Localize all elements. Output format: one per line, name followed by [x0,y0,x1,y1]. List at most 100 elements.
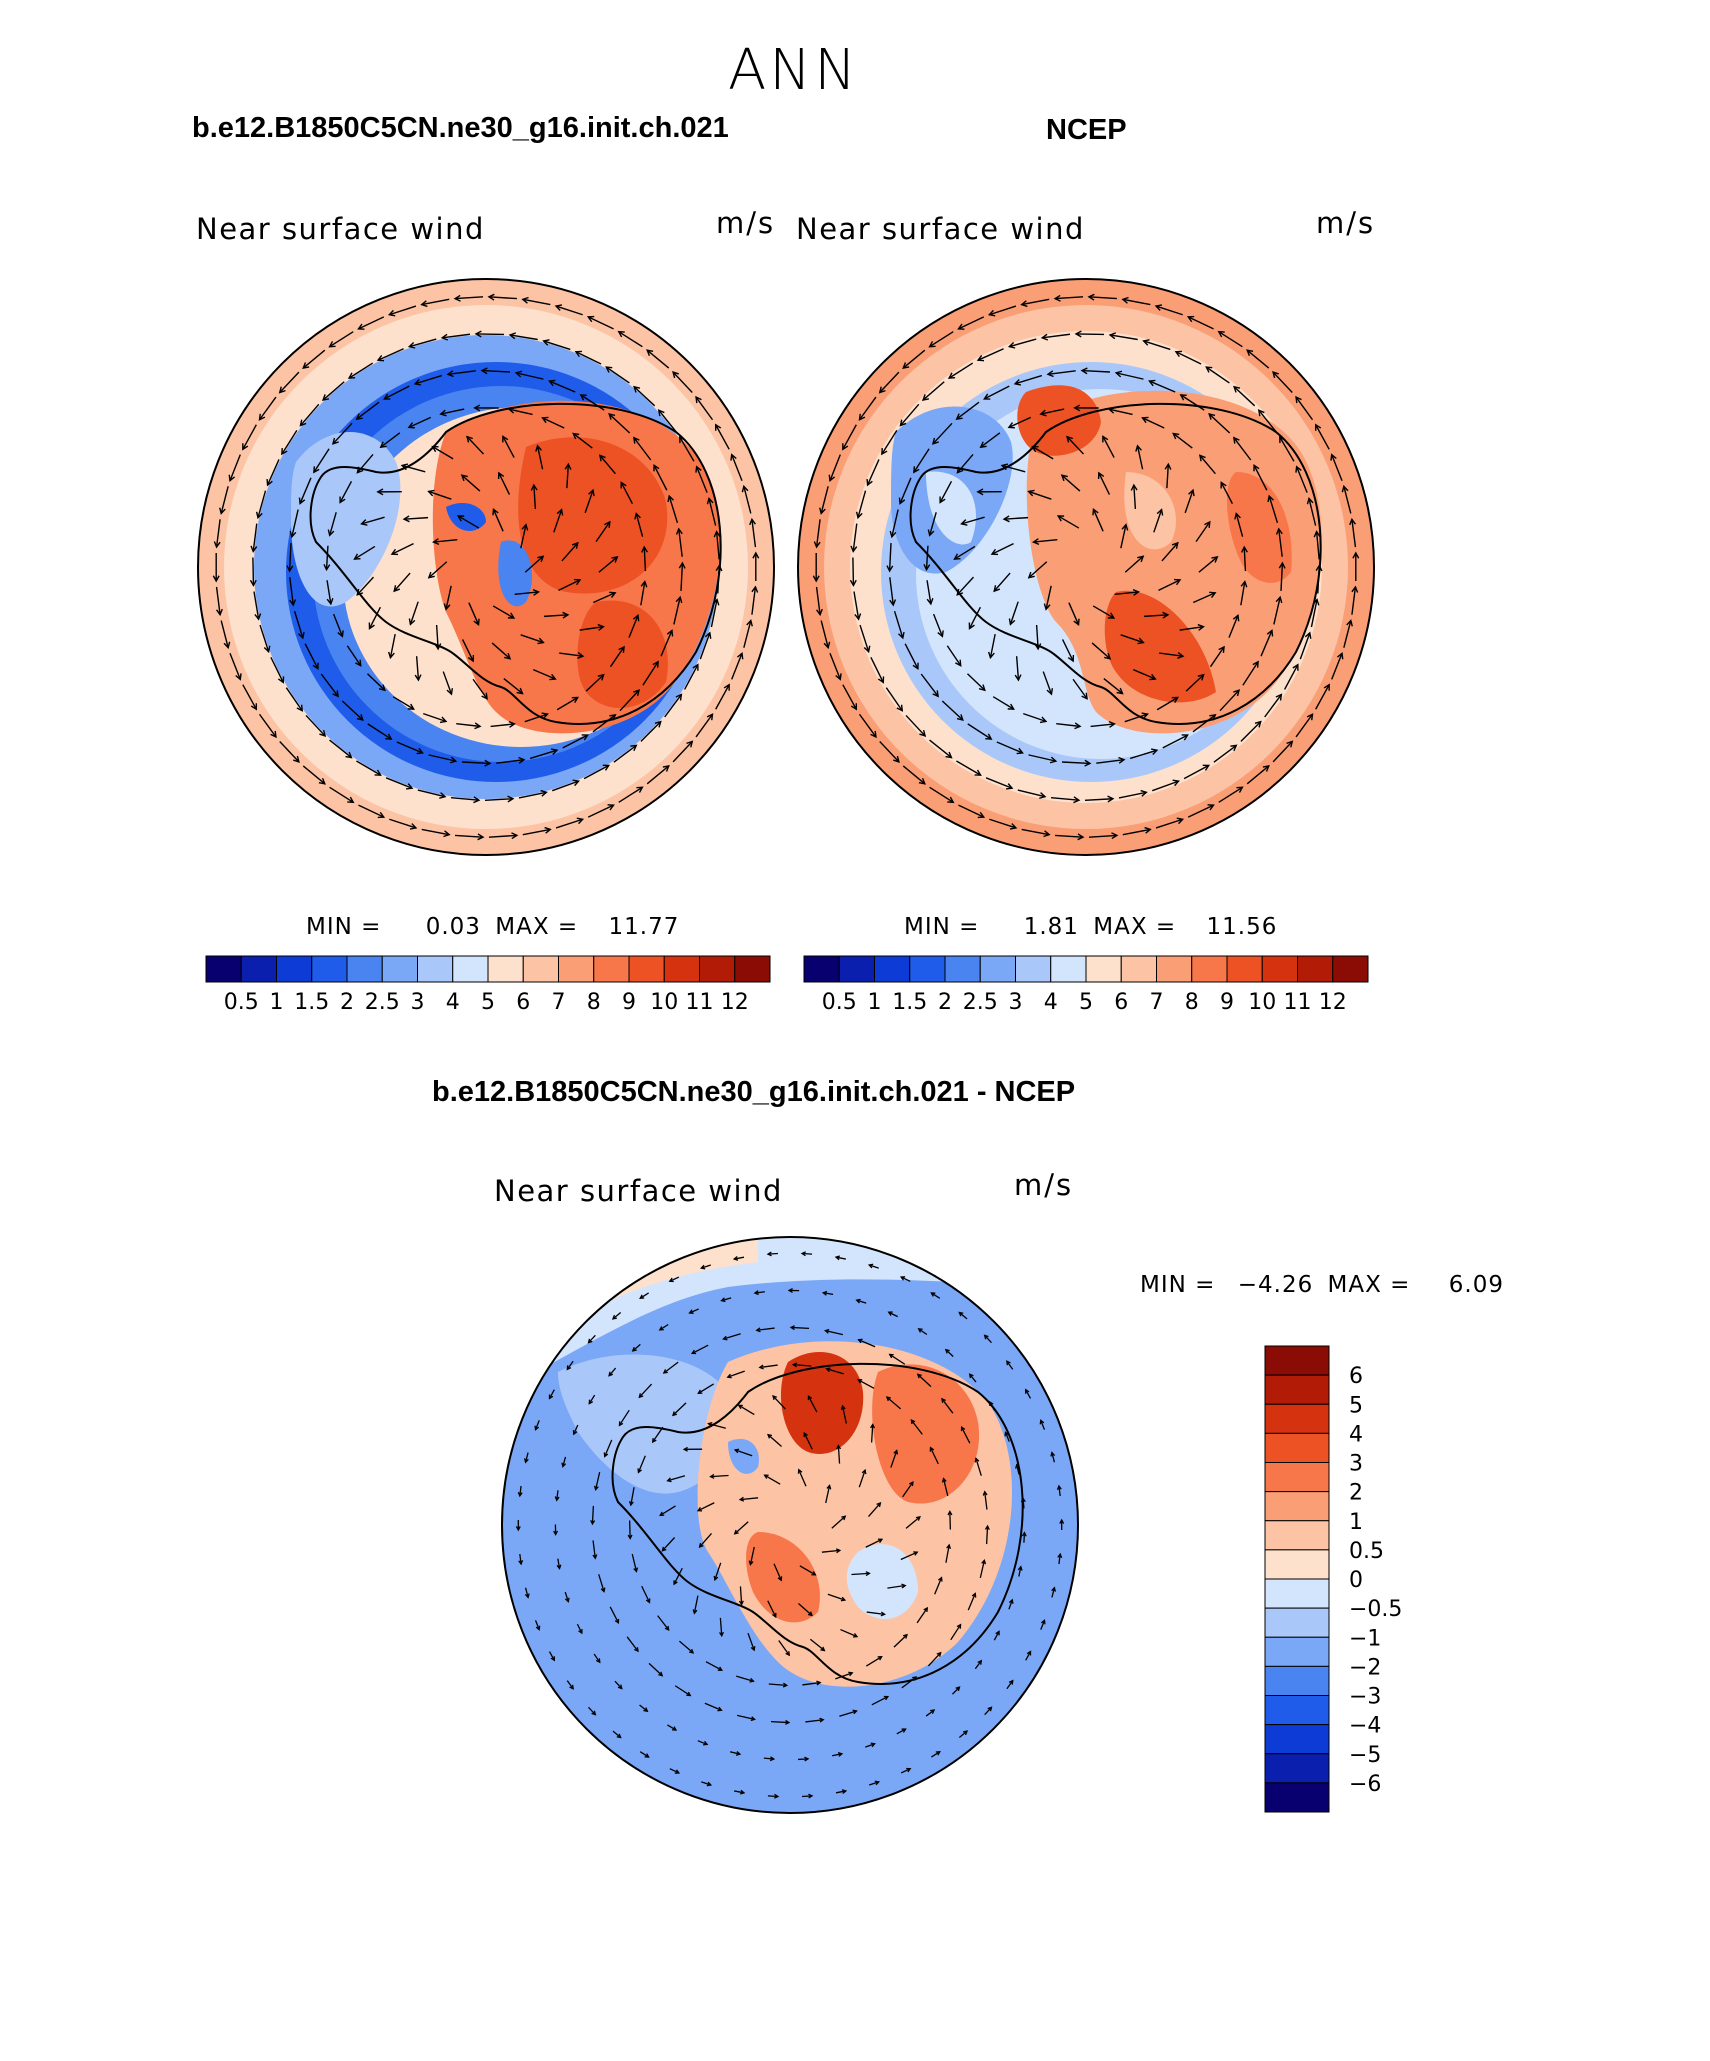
wind-vector-head [912,1676,918,1681]
wind-vector-head [591,1710,597,1716]
wind-vector-head [913,1551,919,1556]
wind-vector [401,464,426,473]
panel2-colorbar-swatch [979,955,1016,983]
wind-vector-head [866,478,873,487]
panel2-min-label: MIN = [904,914,980,940]
wind-vector [524,1452,529,1463]
wind-vector [548,1389,555,1399]
wind-vector-head [713,1575,719,1582]
wind-vector-head [630,744,638,752]
wind-vector-head [1262,765,1270,772]
wind-vector [584,489,594,514]
wind-vector-head [692,1609,698,1615]
wind-vector-head [947,372,956,379]
wind-vector [821,1549,840,1553]
wind-vector-head [357,323,365,330]
panel1-colorbar-tick-label: 9 [622,990,636,1015]
wind-vector [673,597,681,625]
wind-vector [697,1740,708,1746]
wind-vector [522,828,551,836]
wind-vector-head [507,406,516,414]
wind-vector-head [554,1496,560,1502]
panel3-colorbar-swatch [1264,1782,1330,1813]
wind-vector [680,562,684,591]
wind-vector-head [431,445,439,453]
wind-vector-head [1154,304,1163,311]
wind-vector-head [434,643,442,651]
wind-vector-head [1040,333,1049,341]
wind-vector [1205,366,1230,384]
wind-vector [715,424,730,450]
wind-vector [1025,1651,1032,1661]
wind-vector-head [921,394,930,402]
panel2-colorbar-swatch [944,955,981,983]
wind-vector-head [592,1554,598,1560]
wind-vector [1061,639,1074,662]
panel3-colorbar-tick-label: 0.5 [1349,1539,1384,1564]
wind-vector [805,1719,824,1723]
wind-vector-head [889,530,897,539]
wind-vector [229,653,241,680]
wind-vector-head [597,673,605,681]
wind-vector [958,804,985,818]
wind-vector [979,1560,985,1579]
panel2-colorbar-tick-label: 3 [1009,990,1023,1015]
wind-vector-head [537,555,545,563]
wind-vector-head [932,690,939,698]
wind-vector [320,673,339,697]
wind-vector [409,601,419,625]
wind-vector-head [834,1255,841,1261]
wind-vector [950,1624,962,1641]
wind-vector [669,1768,680,1774]
wind-vector [440,408,465,415]
wind-vector [1092,605,1115,619]
wind-vector [548,1651,555,1661]
panel3-colorbar-swatch [1264,1549,1330,1580]
wind-vector [1124,713,1148,723]
panel3-colorbar-swatch [1264,1636,1330,1667]
wind-vector-head [521,523,529,531]
wind-vector [1331,454,1343,481]
wind-vector [652,1426,664,1443]
wind-vector-head [1246,349,1254,357]
wind-vector-head [1107,612,1116,619]
wind-vector [508,408,533,416]
wind-vector [699,1533,712,1548]
wind-vector [1233,437,1252,461]
wind-vector-head [532,588,540,596]
wind-vector-head [956,714,964,722]
wind-vector [543,340,571,351]
wind-vector-head [235,673,242,681]
wind-vector [1004,1432,1010,1442]
panel3-colorbar-tick-label: 1 [1349,1510,1363,1535]
wind-vector-head [1346,619,1353,627]
wind-vector-head [916,1373,922,1379]
wind-vector [566,1360,574,1370]
wind-vector-head [550,1656,555,1662]
wind-vector [1116,372,1144,380]
wind-vector [659,1323,669,1331]
wind-vector [1103,678,1123,695]
wind-vector [901,1676,917,1689]
wind-vector-head [590,1520,596,1526]
wind-vector-head [1014,674,1022,682]
wind-vector [734,1256,745,1260]
wind-vector [727,1370,745,1378]
wind-vector [1184,489,1194,514]
wind-vector [663,1361,679,1374]
wind-vector-head [1176,817,1185,825]
wind-vector [1068,602,1080,625]
wind-vector-head [1313,530,1321,538]
wind-vector-head [254,613,262,621]
wind-vector-head [473,618,480,627]
wind-vector-head [1349,517,1356,526]
wind-vector-head [974,1457,980,1463]
wind-vector-head [674,1769,681,1774]
wind-vector-head [887,1311,893,1316]
wind-vector-head [852,1633,859,1638]
wind-vector [396,741,423,754]
wind-vector-head [739,1789,746,1795]
wind-vector-head [782,1682,789,1688]
wind-vector [409,338,437,348]
wind-vector [1124,555,1144,573]
